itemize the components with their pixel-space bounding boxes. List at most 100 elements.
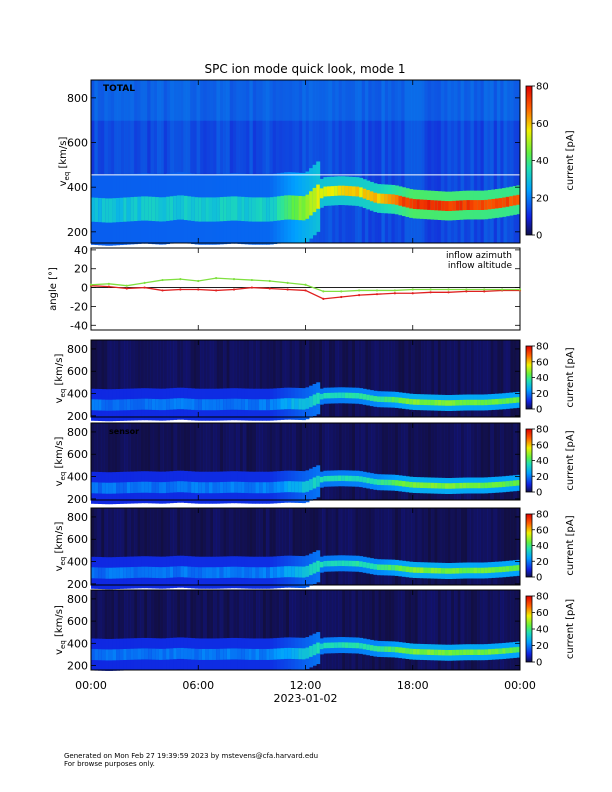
y-tick-label: 800 — [67, 343, 88, 356]
spectrogram-beam-core — [366, 562, 371, 569]
spectrogram-column — [417, 590, 422, 670]
series-point — [232, 278, 236, 281]
spectrogram-column — [292, 590, 296, 670]
spectrogram-column — [206, 590, 211, 670]
spectrogram-beam-core — [141, 196, 146, 221]
spectrogram-column — [345, 590, 349, 670]
series-point — [125, 287, 128, 290]
spectrogram-column — [176, 508, 181, 585]
spectrogram-beam-core — [330, 642, 335, 649]
spectrogram-beam-core — [212, 482, 217, 494]
spectrogram-column — [513, 340, 518, 417]
spectrogram-beam-core — [448, 400, 453, 406]
spectrogram-column — [444, 80, 448, 243]
colorbar-tick-label: 20 — [536, 389, 549, 400]
spectrogram-beam-core — [423, 482, 428, 489]
spectrogram-beam-core — [91, 649, 95, 660]
spectrogram-beam-core — [212, 648, 217, 660]
spectrogram-column — [206, 508, 211, 585]
spectrogram-beam-core — [91, 399, 95, 411]
spectrogram-beam-core — [480, 649, 485, 655]
series-point — [161, 278, 164, 282]
spectrogram-beam-core — [212, 399, 217, 411]
spectrogram-beam-core — [462, 567, 467, 574]
spectrogram-column — [394, 423, 399, 500]
spectrogram-beam-core — [334, 560, 339, 567]
spectrogram-column — [487, 590, 491, 670]
spectrogram-column — [91, 340, 95, 417]
spectrogram-beam-core — [466, 649, 471, 655]
colorbar-tick-label: 60 — [536, 119, 549, 130]
spectrogram-column — [503, 340, 508, 417]
spectrogram-beam-core — [405, 398, 410, 405]
spectrogram-column — [338, 340, 343, 417]
spectrogram-column — [404, 423, 409, 500]
spectrogram-column — [424, 340, 428, 417]
spectrogram-beam-core — [384, 646, 389, 652]
spectrogram-beam-core — [126, 482, 131, 494]
spectrogram-column — [404, 508, 409, 585]
spectrogram-beam-core — [155, 567, 160, 579]
spectrogram-beam-core — [201, 399, 206, 411]
spectrogram-beam-core — [234, 398, 238, 410]
spectrogram-beam-core — [276, 398, 281, 410]
spectrogram-beam-core — [316, 184, 321, 209]
spectrogram-column — [358, 423, 362, 500]
spectrogram-column — [325, 340, 329, 417]
spectrogram-beam-core — [144, 648, 149, 660]
spectrogram-beam-core — [337, 560, 342, 567]
spectrogram-beam-core — [484, 649, 489, 655]
spectrogram-beam-core — [116, 649, 120, 661]
spectrogram-beam-core — [487, 399, 492, 405]
spectrogram-column — [242, 508, 247, 585]
x-tick-label: 18:00 — [397, 679, 429, 692]
spectrogram-column — [219, 423, 224, 500]
spectrogram-column — [114, 590, 118, 670]
spectrogram-column — [147, 340, 151, 417]
spectrogram-column — [374, 508, 379, 585]
series-point — [197, 288, 200, 291]
spectrogram-column — [407, 340, 412, 417]
spectrogram-column — [312, 423, 316, 500]
spectrogram-column — [454, 508, 458, 585]
spectrogram-beam-core — [509, 196, 514, 207]
spectrogram-column — [236, 80, 240, 243]
spectrogram-beam-core — [119, 649, 124, 661]
spectrogram-beam-core — [359, 476, 364, 482]
spectrogram-column — [298, 340, 303, 417]
spectrogram-column — [206, 423, 211, 500]
spectrogram-beam-core — [373, 479, 378, 485]
spectrogram-beam-core — [248, 482, 253, 494]
spectrogram-beam-core — [116, 197, 120, 223]
spectrogram-column — [170, 423, 174, 500]
spectrogram-beam-core — [355, 642, 360, 649]
spectrogram-column — [397, 340, 402, 417]
spectrogram-column — [424, 590, 428, 670]
spectrogram-beam-core — [427, 399, 432, 406]
spectrogram-beam-core — [259, 399, 263, 411]
colorbar-tick-label: 60 — [536, 357, 549, 368]
y-tick-label: 600 — [67, 365, 88, 378]
spectrogram-column — [496, 80, 501, 243]
spectrogram-column — [503, 423, 508, 500]
spectrogram-beam-core — [466, 200, 471, 210]
spectrogram-beam-core — [409, 566, 414, 573]
spectrogram-beam-core — [369, 191, 374, 202]
y-axis-label: angle [°] — [48, 267, 59, 311]
spectrogram-beam-core — [516, 397, 521, 403]
spectrogram-beam-core — [348, 186, 353, 197]
spectrogram-column — [150, 80, 155, 243]
spectrogram-beam-core — [108, 649, 113, 661]
spectrogram-column — [328, 340, 333, 417]
spectrogram-beam-core — [334, 392, 339, 399]
spectrogram-column — [166, 80, 171, 243]
spectrogram-beam-core — [180, 566, 185, 578]
spectrogram-column — [388, 423, 392, 500]
spectrogram-beam-core — [116, 482, 120, 494]
spectrogram-beam-core — [219, 648, 224, 660]
spectrogram-beam-core — [466, 399, 471, 406]
spectrogram-column — [480, 423, 485, 500]
spectrogram-beam-core — [266, 482, 271, 494]
spectrogram-column — [190, 423, 194, 500]
